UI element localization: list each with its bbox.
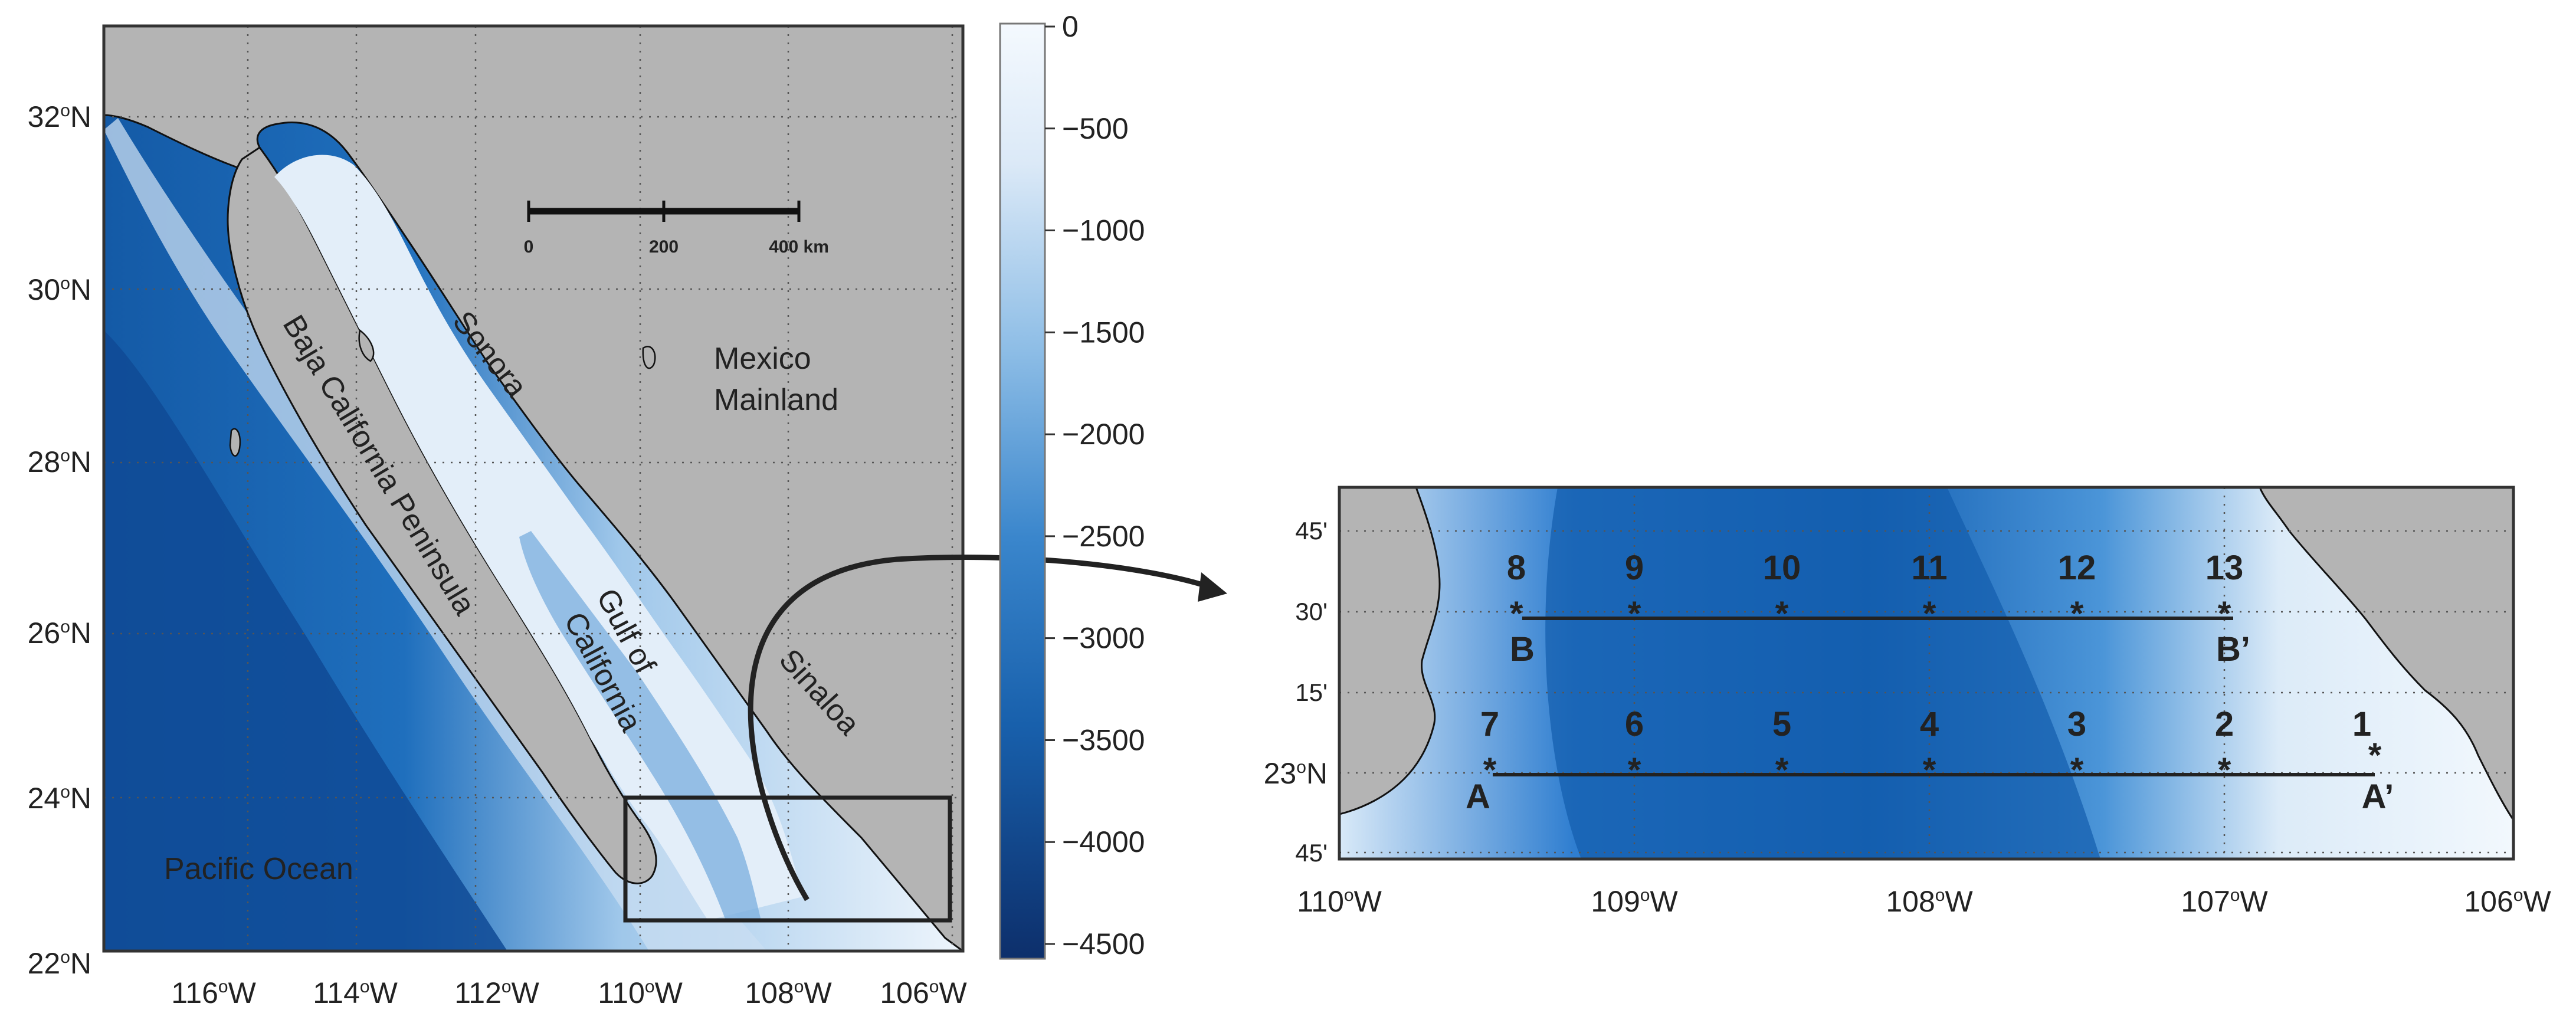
inset-lat-45-bottom: 45' — [1295, 839, 1328, 867]
label-pacific-ocean: Pacific Ocean — [164, 852, 353, 886]
inset-lat-45-top: 45' — [1295, 517, 1328, 545]
lat-label-26n: 26oN — [28, 617, 91, 650]
gulf-deep-channel — [519, 531, 761, 920]
inset-lat-23n: 23oN — [1264, 757, 1328, 790]
inset-land-baja — [1339, 487, 1441, 815]
station-9-marker: * — [1628, 595, 1641, 633]
station-8-marker: * — [1510, 595, 1523, 633]
inset-lon-106w: 106oW — [2464, 885, 2551, 918]
transect-label-b: B — [1510, 630, 1535, 668]
inset-lon-109w: 109oW — [1591, 885, 1678, 918]
connector-arrow — [748, 555, 1217, 901]
left-map: 0 200 400 km Sonora Mexico Mainland Baja… — [28, 24, 1227, 1009]
transect-label-b-prime: B’ — [2216, 630, 2250, 668]
station-3-marker: * — [2070, 751, 2084, 789]
station-7-marker: * — [1483, 751, 1497, 789]
station-12-marker: * — [2070, 595, 2084, 633]
deep-ocean-region — [104, 330, 507, 951]
station-7-label: 7 — [1480, 705, 1499, 743]
land-tiburon-island — [642, 346, 656, 369]
lon-label-116w: 116oW — [171, 976, 256, 1009]
colorbar-tick-label: −4500 — [1062, 927, 1145, 960]
colorbar-tick-label: −500 — [1062, 112, 1129, 145]
shelf-region — [104, 118, 767, 951]
station-9-label: 9 — [1625, 549, 1644, 587]
study-area-box — [623, 795, 952, 923]
inset-map: 8 9 10 11 12 13 * * * * * * 7 6 5 4 3 2 … — [1264, 486, 2551, 918]
station-4-marker: * — [1923, 751, 1936, 789]
inset-lat-15: 15' — [1295, 678, 1328, 706]
station-5-label: 5 — [1772, 705, 1791, 743]
stations-bottom-row: 7 6 5 4 3 2 1 * * * * * * * — [1480, 705, 2382, 789]
station-10-label: 10 — [1763, 549, 1801, 587]
scale-label-400: 400 km — [769, 237, 829, 257]
inset-lat-30: 30' — [1295, 598, 1328, 625]
station-11-marker: * — [1923, 595, 1936, 633]
station-5-marker: * — [1775, 751, 1789, 789]
left-grid — [104, 26, 963, 951]
station-1-label: 1 — [2352, 705, 2371, 743]
arrow-head — [1198, 572, 1227, 602]
left-map-frame — [102, 24, 965, 953]
colorbar-ticks: 0 −500 −1000 −1500 −2000 −2500 −3000 −3500 −4000… — [1045, 10, 1145, 960]
station-13-label: 13 — [2205, 549, 2244, 587]
colorbar-tick-label: −1000 — [1062, 214, 1145, 247]
colorbar-tick-label: −3500 — [1062, 723, 1145, 756]
inset-deep-band — [1545, 487, 2100, 859]
station-10-marker: * — [1775, 595, 1789, 633]
station-2-label: 2 — [2215, 705, 2234, 743]
station-3-label: 3 — [2067, 705, 2086, 743]
lon-label-110w: 110oW — [598, 976, 683, 1009]
station-2-marker: * — [2218, 751, 2231, 789]
station-8-label: 8 — [1507, 549, 1526, 587]
lon-label-112w: 112oW — [454, 976, 539, 1009]
colorbar-gradient — [999, 22, 1046, 960]
transect-label-a-prime: A’ — [2362, 778, 2394, 816]
land-cedros-island — [229, 428, 241, 457]
lon-label-106w: 106oW — [880, 976, 967, 1009]
lat-label-32n: 32oN — [28, 100, 91, 133]
lat-label-24n: 24oN — [28, 782, 91, 815]
stations-top-row: 8 9 10 11 12 13 * * * * * * — [1507, 549, 2243, 633]
colorbar-tick-label: −2000 — [1062, 418, 1145, 451]
colorbar-tick-label: −1500 — [1062, 316, 1145, 349]
station-11-label: 11 — [1911, 549, 1947, 587]
depth-colorbar: 0 −500 −1000 −1500 −2000 −2500 −3000 −3500 −4000… — [999, 10, 1145, 960]
inset-lon-107w: 107oW — [2181, 885, 2268, 918]
colorbar-tick-label: −4000 — [1062, 825, 1145, 858]
label-mainland: Mainland — [714, 383, 838, 417]
lat-label-30n: 30oN — [28, 273, 91, 306]
lon-label-108w: 108oW — [745, 976, 832, 1009]
colorbar-tick-label: −3000 — [1062, 622, 1145, 655]
transect-label-a: A — [1466, 778, 1490, 816]
station-13-marker: * — [2218, 595, 2231, 633]
scale-bar: 0 200 400 km — [524, 201, 829, 257]
label-mexico: Mexico — [714, 342, 811, 376]
land-angel-island — [358, 329, 375, 362]
colorbar-tick-label: 0 — [1062, 10, 1079, 43]
station-6-label: 6 — [1625, 705, 1644, 743]
lat-label-22n: 22oN — [28, 947, 91, 980]
lat-label-28n: 28oN — [28, 445, 91, 478]
station-4-label: 4 — [1920, 705, 1939, 743]
station-1-marker: * — [2368, 736, 2382, 775]
colorbar-tick-label: −2500 — [1062, 520, 1145, 553]
inset-lon-110w: 110oW — [1297, 885, 1382, 918]
inset-lon-108w: 108oW — [1886, 885, 1973, 918]
station-12-label: 12 — [2058, 549, 2096, 587]
inset-frame — [1338, 486, 2515, 861]
scale-label-200: 200 — [649, 237, 679, 257]
lon-label-114w: 114oW — [313, 976, 398, 1009]
station-6-marker: * — [1628, 751, 1641, 789]
scale-label-0: 0 — [524, 237, 534, 257]
